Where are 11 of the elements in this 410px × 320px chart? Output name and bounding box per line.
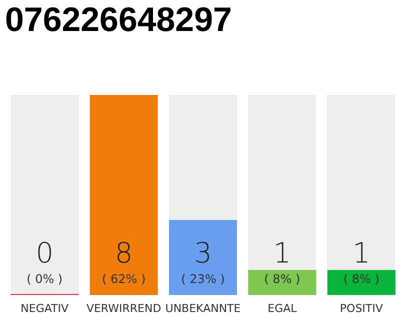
- data-label: 0 ( 0% ): [26, 236, 63, 286]
- x-tick-label: POSITIV: [340, 302, 384, 315]
- data-label: 1 ( 8% ): [264, 236, 300, 286]
- x-tick-label: NEGATIV: [20, 302, 69, 315]
- chart-title: 076226648297: [5, 1, 232, 39]
- x-tick-label: VERWIRREND: [86, 302, 162, 315]
- x-tick-label: UNBEKANNTE: [165, 302, 241, 315]
- x-tick-label: EGAL: [268, 302, 298, 315]
- data-label: 3 ( 23% ): [181, 236, 225, 286]
- data-label: 1 ( 8% ): [343, 236, 380, 286]
- data-label: 8 ( 62% ): [102, 236, 146, 286]
